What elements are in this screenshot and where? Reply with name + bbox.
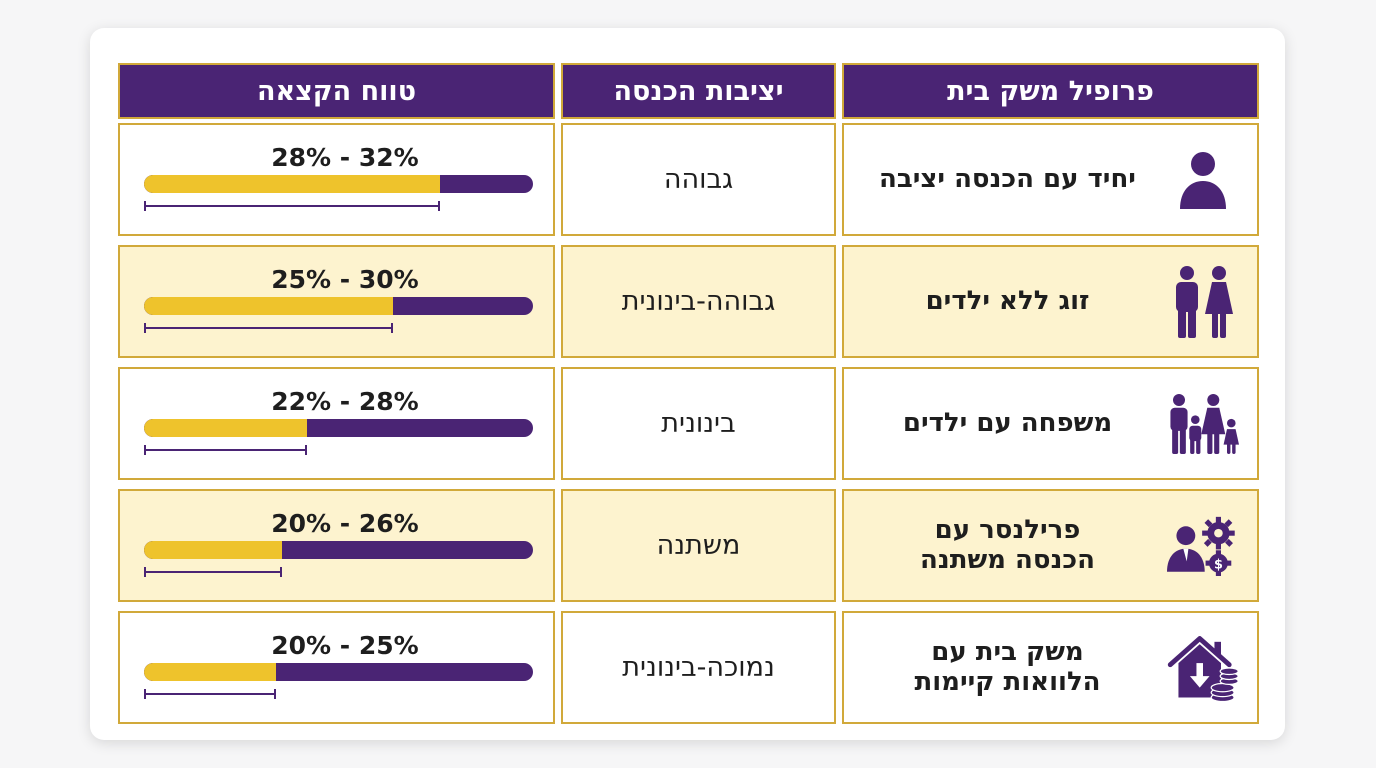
freelancer-gears-dollar-icon: $	[1167, 506, 1239, 586]
house-loans-coins-icon	[1167, 628, 1239, 708]
profile-label-line: משק בית עם	[931, 636, 1084, 667]
row-profile-cell: יחיד עם הכנסה יציבה	[842, 123, 1259, 236]
row-range-cell: 20% - 26%	[118, 489, 555, 602]
row-profile-cell: משק בית עם הלוואות קיימות	[842, 611, 1259, 724]
person-icon	[1167, 140, 1239, 220]
row-range-cell: 25% - 30%	[118, 245, 555, 358]
svg-text:$: $	[1214, 557, 1223, 572]
range-label: 22% - 28%	[271, 387, 419, 416]
row-range-cell: 22% - 28%	[118, 367, 555, 480]
profile-label: יחיד עם הכנסה יציבה	[844, 163, 1167, 195]
header-profile: פרופיל משק בית	[842, 63, 1259, 119]
row-stability-cell: גבוהה	[561, 123, 836, 236]
profile-label: משפחה עם ילדים	[844, 407, 1167, 439]
row-stability-cell: נמוכה-בינונית	[561, 611, 836, 724]
range-label: 28% - 32%	[271, 143, 419, 172]
profile-label: משק בית עם הלוואות קיימות	[844, 636, 1167, 698]
range-bracket	[144, 323, 393, 333]
allocation-bar-fill	[144, 175, 440, 193]
allocation-bar-fill	[144, 663, 276, 681]
couple-icon	[1167, 262, 1239, 342]
profile-label: זוג ללא ילדים	[844, 285, 1167, 317]
range-bracket	[144, 445, 307, 455]
profile-label-line: משפחה עם ילדים	[902, 407, 1113, 438]
profile-label-line: יחיד עם הכנסה יציבה	[879, 163, 1136, 194]
profile-label-line: הכנסה משתנה	[920, 544, 1095, 575]
row-stability-cell: משתנה	[561, 489, 836, 602]
row-range-cell: 28% - 32%	[118, 123, 555, 236]
range-label: 20% - 26%	[271, 509, 419, 538]
allocation-table-card: פרופיל משק בית יציבות הכנסה טווח הקצאה י…	[90, 28, 1285, 740]
row-profile-cell: משפחה עם ילדים	[842, 367, 1259, 480]
family-icon	[1167, 384, 1239, 464]
row-stability-cell: גבוהה-בינונית	[561, 245, 836, 358]
profile-label-line: פרילנסר עם	[934, 514, 1081, 545]
profile-label-line: הלוואות קיימות	[914, 666, 1101, 697]
allocation-bar-fill	[144, 297, 393, 315]
allocation-bar-fill	[144, 541, 282, 559]
range-label: 20% - 25%	[271, 631, 419, 660]
range-bracket	[144, 201, 440, 211]
row-profile-cell: זוג ללא ילדים	[842, 245, 1259, 358]
allocation-bar	[144, 297, 533, 315]
row-profile-cell: $ פרילנסר עם הכנסה משתנה	[842, 489, 1259, 602]
range-label: 25% - 30%	[271, 265, 419, 294]
range-bracket	[144, 567, 282, 577]
allocation-bar	[144, 663, 533, 681]
allocation-bar	[144, 541, 533, 559]
profile-label: פרילנסר עם הכנסה משתנה	[844, 514, 1167, 576]
allocation-bar	[144, 419, 533, 437]
allocation-bar-fill	[144, 419, 307, 437]
row-range-cell: 20% - 25%	[118, 611, 555, 724]
range-bracket	[144, 689, 276, 699]
header-range: טווח הקצאה	[118, 63, 555, 119]
row-stability-cell: בינונית	[561, 367, 836, 480]
allocation-bar	[144, 175, 533, 193]
profile-label-line: זוג ללא ילדים	[925, 285, 1090, 316]
header-stability: יציבות הכנסה	[561, 63, 836, 119]
